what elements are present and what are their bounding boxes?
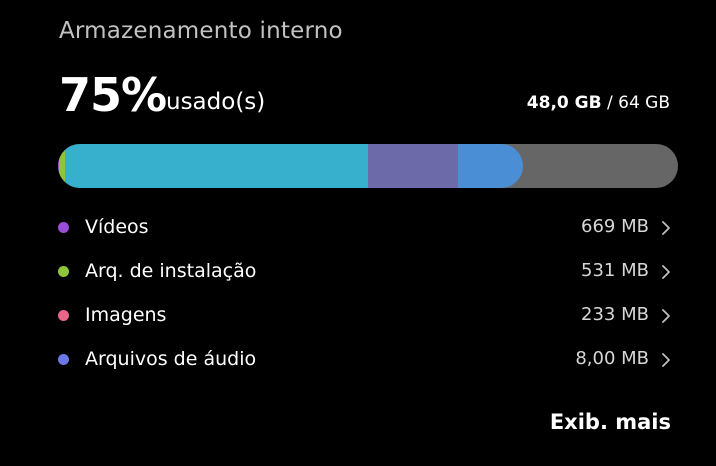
category-list: Vídeos 669 MB Arq. de instalação 531 MB … xyxy=(58,206,678,382)
category-size: 669 MB xyxy=(581,216,649,237)
section-title: Armazenamento interno xyxy=(59,18,343,44)
audio-files-color-dot xyxy=(58,354,69,365)
category-name: Arquivos de áudio xyxy=(85,348,257,370)
storage-usage-bar xyxy=(58,144,678,188)
show-more-button[interactable]: Exib. mais xyxy=(549,410,671,434)
category-size: 8,00 MB xyxy=(575,348,649,369)
category-size: 233 MB xyxy=(581,304,649,325)
storage-bar-segment xyxy=(458,144,523,188)
usage-suffix: usado(s) xyxy=(166,89,266,115)
category-size: 531 MB xyxy=(581,260,649,281)
chevron-right-icon xyxy=(662,265,670,279)
capacity-readout: 48,0 GB / 64 GB xyxy=(527,93,670,113)
storage-bar-segment xyxy=(65,144,369,188)
installation-files-color-dot xyxy=(58,266,69,277)
storage-bar-segment xyxy=(59,144,66,188)
usage-summary: 75% usado(s) 48,0 GB / 64 GB xyxy=(59,68,670,124)
category-name: Imagens xyxy=(85,304,167,326)
chevron-right-icon xyxy=(662,353,670,367)
chevron-right-icon xyxy=(662,221,670,235)
category-name: Vídeos xyxy=(85,216,149,238)
category-name: Arq. de instalação xyxy=(85,260,257,282)
category-row-audio-files[interactable]: Arquivos de áudio 8,00 MB xyxy=(58,338,678,382)
storage-bar-segment xyxy=(58,144,60,188)
category-row-installation-files[interactable]: Arq. de instalação 531 MB xyxy=(58,250,678,294)
chevron-right-icon xyxy=(662,309,670,323)
category-row-images[interactable]: Imagens 233 MB xyxy=(58,294,678,338)
used-amount: 48,0 GB xyxy=(526,93,602,113)
capacity-separator: / xyxy=(606,93,613,113)
category-row-videos[interactable]: Vídeos 669 MB xyxy=(58,206,678,250)
usage-percent: 75% xyxy=(59,68,167,122)
images-color-dot xyxy=(58,310,69,321)
storage-usage-fill xyxy=(58,144,523,188)
videos-color-dot xyxy=(58,222,69,233)
total-capacity: 64 GB xyxy=(618,93,670,113)
storage-bar-segment xyxy=(368,144,459,188)
